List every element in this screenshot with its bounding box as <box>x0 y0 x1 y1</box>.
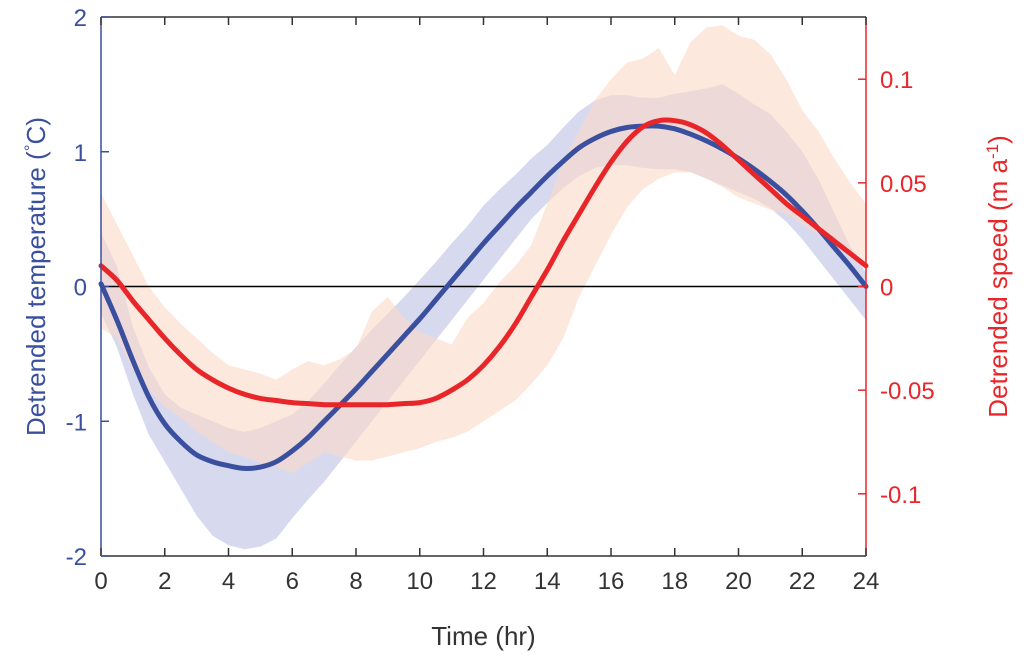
y-axis-right-label-main: Detrended speed (m a <box>983 159 1013 418</box>
x-tick-label-20: 20 <box>725 568 752 595</box>
confidence-bands <box>101 25 866 550</box>
y-left-tick-label-2: 2 <box>74 5 87 32</box>
x-tick-label-0: 0 <box>94 568 107 595</box>
x-tick-label-10: 10 <box>406 568 433 595</box>
x-tick-label-14: 14 <box>534 568 561 595</box>
x-tick-label-24: 24 <box>853 568 880 595</box>
x-tick-label-18: 18 <box>661 568 688 595</box>
y-axis-right-label-end: ) <box>983 135 1013 144</box>
x-tick-label-22: 22 <box>789 568 816 595</box>
y-axis-left-label-end: C) <box>21 117 51 144</box>
tick-labels: 0 2 4 6 8 10 12 14 16 18 20 22 24-2-10120.10.050-0.0… <box>66 5 935 595</box>
y-right-tick-label-0.1: 0.1 <box>880 67 913 94</box>
x-tick-label-6: 6 <box>286 568 299 595</box>
y-left-tick-label-1: 1 <box>74 140 87 167</box>
y-axis-left-label-sup: ° <box>21 144 40 151</box>
y-axis-right-label-sup: -1 <box>983 144 1002 159</box>
x-tick-label-16: 16 <box>598 568 625 595</box>
y-axis-left-label: Detrended temperature (°C) <box>21 117 52 436</box>
x-tick-label-4: 4 <box>222 568 235 595</box>
x-tick-label-8: 8 <box>349 568 362 595</box>
y-right-tick-label-0: 0 <box>880 275 893 302</box>
series-lines <box>98 117 869 471</box>
band-speed <box>101 25 866 474</box>
y-axis-left-label-main: Detrended temperature ( <box>21 151 51 436</box>
y-left-tick-label--1: -1 <box>66 409 87 436</box>
y-left-tick-label--2: -2 <box>66 544 87 571</box>
y-left-tick-label-0: 0 <box>74 275 87 302</box>
y-right-tick-label-0.05: 0.05 <box>880 171 927 198</box>
axes <box>100 16 867 557</box>
y-axis-right-label: Detrended speed (m a-1) <box>983 135 1014 418</box>
x-tick-label-12: 12 <box>470 568 497 595</box>
y-right-tick-label--0.05: -0.05 <box>880 378 935 405</box>
x-axis-label: Time (hr) <box>431 621 535 651</box>
y-right-tick-label--0.1: -0.1 <box>880 482 921 509</box>
x-tick-label-2: 2 <box>158 568 171 595</box>
line-speed <box>98 117 869 408</box>
